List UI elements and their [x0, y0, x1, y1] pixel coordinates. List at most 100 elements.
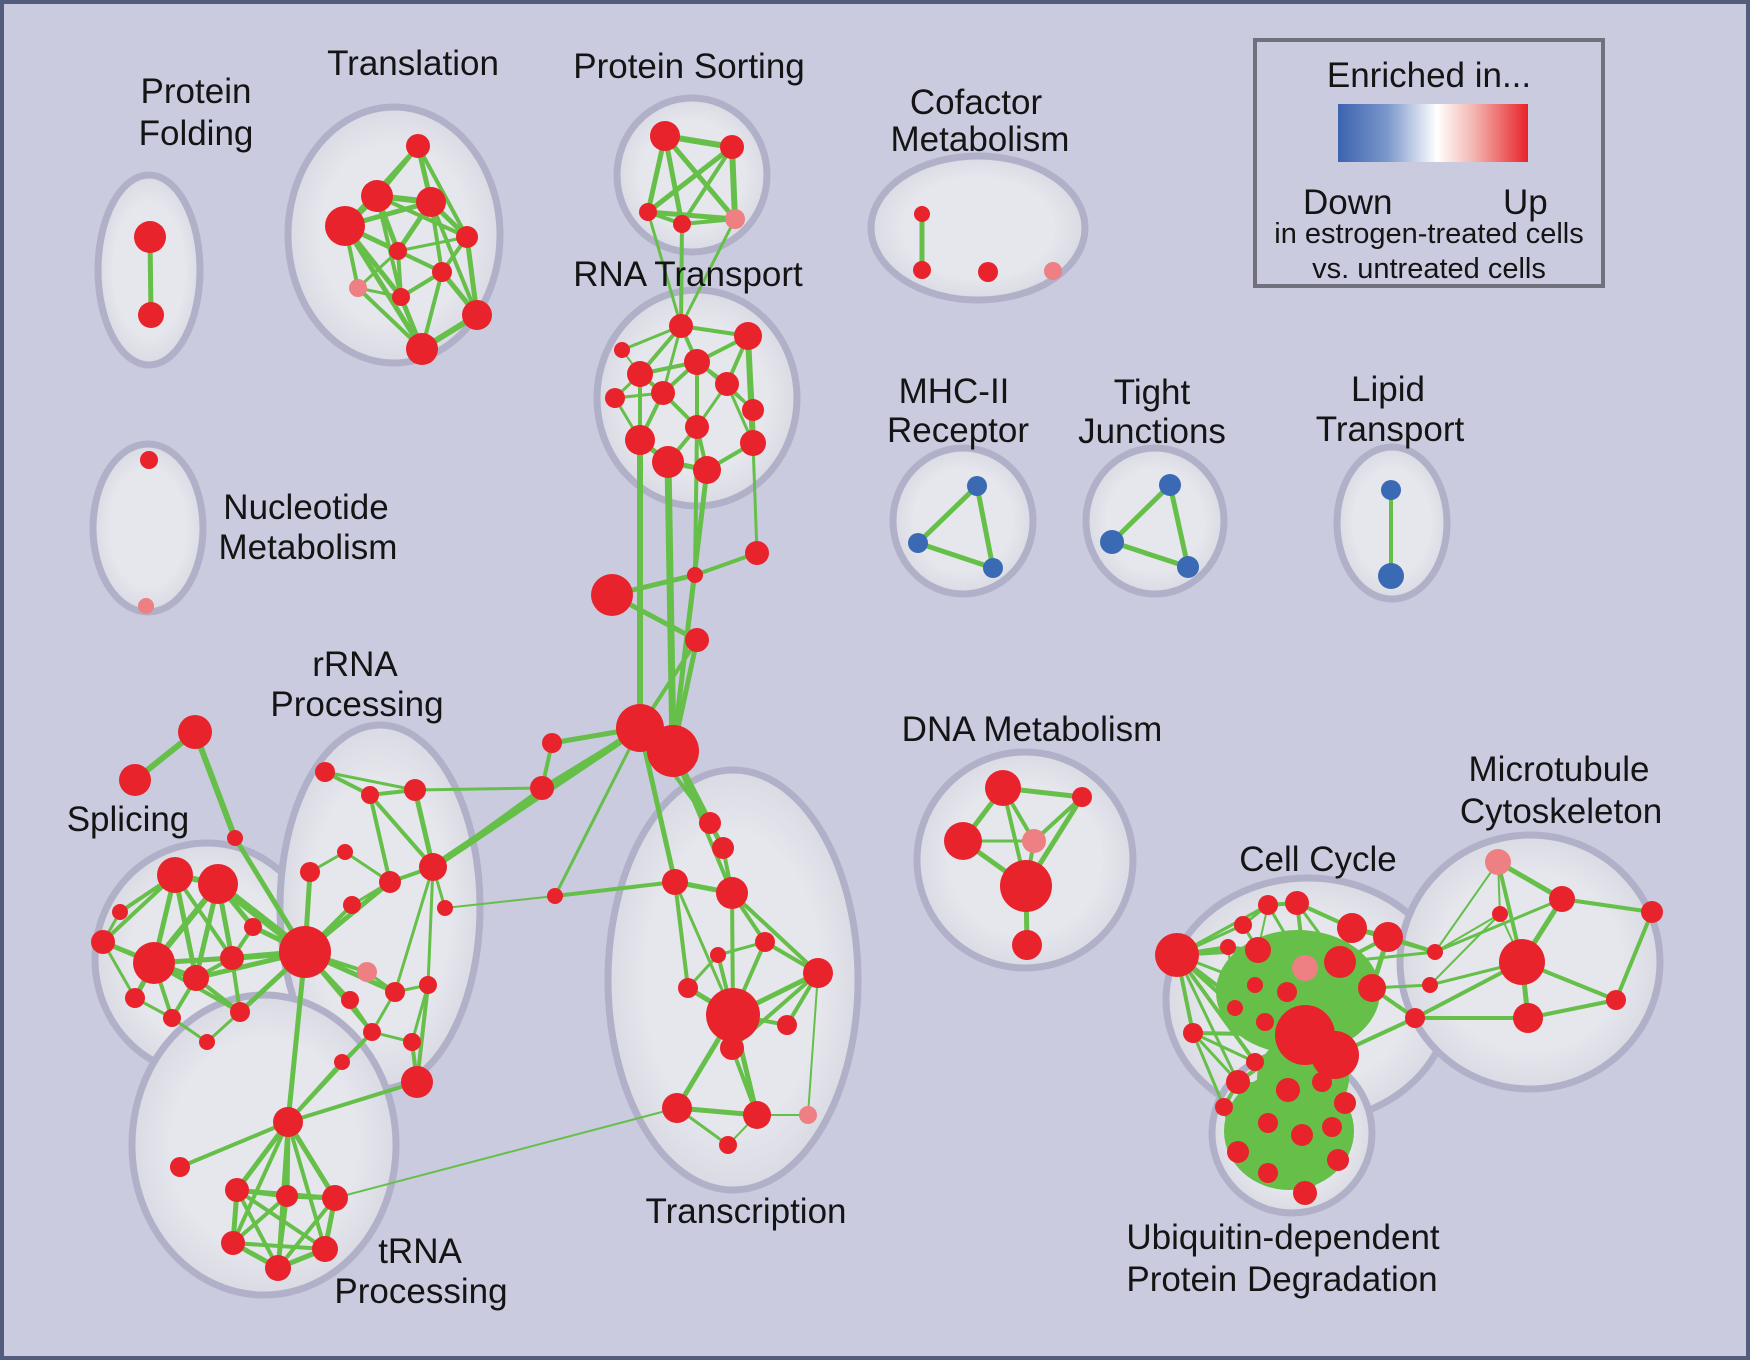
- node-cn2[interactable]: [745, 541, 769, 565]
- node-t8[interactable]: [678, 978, 698, 998]
- node-tn3[interactable]: [276, 1185, 298, 1207]
- node-rt6[interactable]: [651, 381, 675, 405]
- node-sp1[interactable]: [157, 857, 193, 893]
- node-ub10[interactable]: [1258, 1113, 1278, 1133]
- node-rr8[interactable]: [343, 896, 361, 914]
- node-mt2[interactable]: [1549, 886, 1575, 912]
- node-tl11[interactable]: [406, 333, 438, 365]
- node-cc1[interactable]: [1234, 916, 1252, 934]
- node-cf4[interactable]: [1044, 262, 1062, 280]
- node-rt8[interactable]: [742, 399, 764, 421]
- node-rt3[interactable]: [627, 361, 653, 387]
- node-tj2[interactable]: [1100, 530, 1124, 554]
- node-t7[interactable]: [803, 958, 833, 988]
- node-pf2[interactable]: [138, 302, 164, 328]
- node-dm2[interactable]: [1072, 787, 1092, 807]
- node-tl3[interactable]: [416, 187, 446, 217]
- node-ps3[interactable]: [639, 203, 657, 221]
- node-st3[interactable]: [227, 830, 243, 846]
- node-rr14[interactable]: [363, 1023, 381, 1041]
- node-t9[interactable]: [706, 988, 760, 1042]
- node-rr3[interactable]: [404, 779, 426, 801]
- node-rr12[interactable]: [385, 982, 405, 1002]
- node-mh3[interactable]: [983, 558, 1003, 578]
- node-st1[interactable]: [178, 715, 212, 749]
- node-ub4[interactable]: [1258, 1163, 1278, 1183]
- node-tnh[interactable]: [273, 1107, 303, 1137]
- node-cc16[interactable]: [1311, 1031, 1359, 1079]
- node-rt7[interactable]: [605, 388, 625, 408]
- node-dm3[interactable]: [944, 822, 982, 860]
- node-tl1[interactable]: [406, 134, 430, 158]
- node-ub2[interactable]: [1215, 1098, 1233, 1116]
- node-sp4[interactable]: [183, 965, 209, 991]
- node-ps2[interactable]: [720, 135, 744, 159]
- node-ub12[interactable]: [1322, 1117, 1342, 1137]
- node-dm4[interactable]: [1022, 829, 1046, 853]
- node-cc19[interactable]: [1405, 1008, 1425, 1028]
- node-nm2[interactable]: [138, 598, 154, 614]
- node-mt4[interactable]: [1499, 939, 1545, 985]
- node-sp12[interactable]: [244, 918, 262, 936]
- node-t4[interactable]: [716, 877, 748, 909]
- node-cn4[interactable]: [685, 628, 709, 652]
- node-ub3[interactable]: [1227, 1141, 1249, 1163]
- node-t13[interactable]: [743, 1101, 771, 1129]
- node-rt4[interactable]: [684, 349, 710, 375]
- node-tn4[interactable]: [322, 1185, 348, 1211]
- node-rt2[interactable]: [734, 322, 762, 350]
- node-sp3[interactable]: [133, 942, 175, 984]
- node-rt12[interactable]: [693, 456, 721, 484]
- node-t10[interactable]: [777, 1015, 797, 1035]
- node-cc14[interactable]: [1256, 1013, 1274, 1031]
- node-ccS[interactable]: [1183, 1023, 1203, 1043]
- node-cc2[interactable]: [1258, 895, 1278, 915]
- node-cc4[interactable]: [1220, 939, 1236, 955]
- node-ex1[interactable]: [547, 888, 563, 904]
- node-mt5[interactable]: [1513, 1003, 1543, 1033]
- node-t2[interactable]: [712, 837, 734, 859]
- node-tn5[interactable]: [221, 1231, 245, 1255]
- node-cc8[interactable]: [1373, 922, 1403, 952]
- node-t15[interactable]: [719, 1136, 737, 1154]
- node-tl9[interactable]: [392, 288, 410, 306]
- node-ub1[interactable]: [1226, 1070, 1250, 1094]
- node-rr4[interactable]: [419, 853, 447, 881]
- node-tl5[interactable]: [456, 226, 478, 248]
- node-cc12[interactable]: [1277, 982, 1297, 1002]
- node-pf1[interactable]: [134, 221, 166, 253]
- node-ub6[interactable]: [1327, 1149, 1349, 1171]
- node-rt10[interactable]: [625, 425, 655, 455]
- node-rt13[interactable]: [740, 430, 766, 456]
- node-mt7[interactable]: [1641, 901, 1663, 923]
- node-tj3[interactable]: [1177, 556, 1199, 578]
- node-ub9[interactable]: [1276, 1081, 1294, 1099]
- node-rr2[interactable]: [361, 786, 379, 804]
- node-rt11[interactable]: [652, 446, 684, 478]
- node-tl2[interactable]: [361, 180, 393, 212]
- node-rr13[interactable]: [419, 976, 437, 994]
- node-tl6[interactable]: [389, 242, 407, 260]
- node-rt9[interactable]: [685, 415, 709, 439]
- node-nm1[interactable]: [140, 451, 158, 469]
- node-t5[interactable]: [755, 932, 775, 952]
- node-ccL[interactable]: [1155, 933, 1199, 977]
- node-tl7[interactable]: [432, 262, 452, 282]
- node-cc3[interactable]: [1285, 891, 1309, 915]
- node-rr16[interactable]: [334, 1054, 350, 1070]
- node-rr11[interactable]: [341, 991, 359, 1009]
- node-t1[interactable]: [699, 812, 721, 834]
- node-rt1[interactable]: [669, 314, 693, 338]
- node-sp11[interactable]: [199, 1034, 215, 1050]
- node-st2[interactable]: [119, 764, 151, 796]
- node-hx2[interactable]: [647, 725, 699, 777]
- node-rr17[interactable]: [401, 1066, 433, 1098]
- node-rr15[interactable]: [403, 1033, 421, 1051]
- node-ps5[interactable]: [725, 209, 745, 229]
- node-rr6[interactable]: [300, 862, 320, 882]
- node-tl8[interactable]: [349, 279, 367, 297]
- node-sp8[interactable]: [125, 988, 145, 1008]
- node-cc11[interactable]: [1247, 977, 1263, 993]
- node-cc13[interactable]: [1227, 1000, 1243, 1016]
- node-tj1[interactable]: [1159, 474, 1181, 496]
